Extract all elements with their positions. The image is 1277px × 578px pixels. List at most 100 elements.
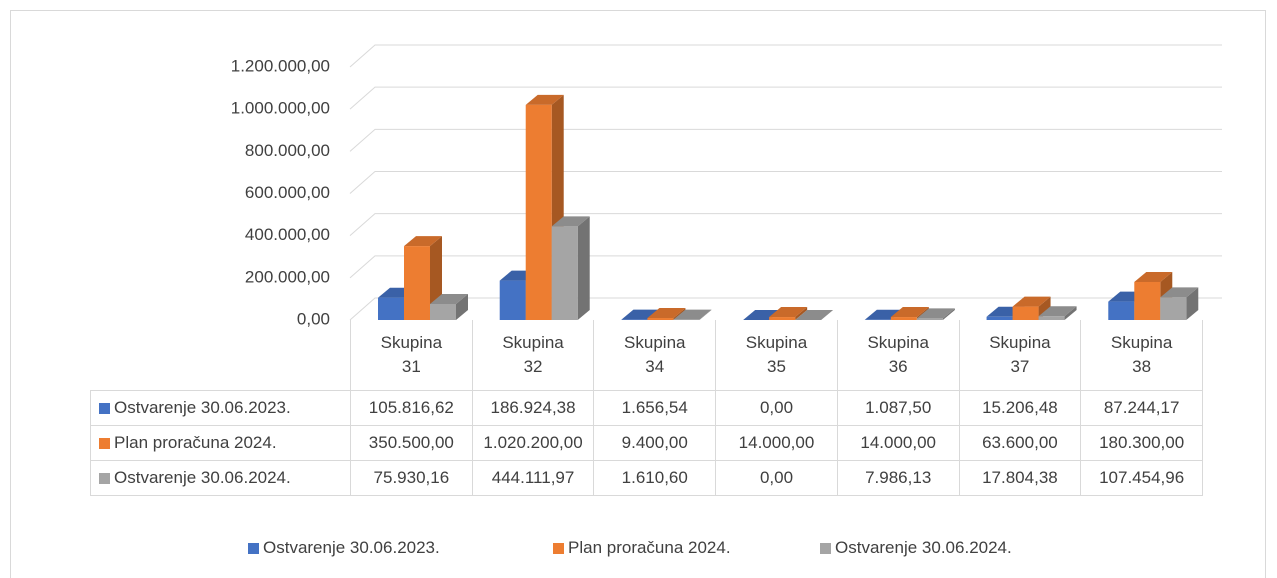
category-label: Skupina 35: [715, 320, 838, 391]
bar: [499, 280, 526, 320]
table-row-label: Ostvarenje 30.06.2024.: [90, 460, 351, 496]
table-value: 107.454,96: [1080, 460, 1203, 496]
bar: [1108, 301, 1135, 320]
bar-top: [916, 308, 955, 319]
table-value: 0,00: [715, 390, 838, 426]
grid-line: [349, 213, 1222, 237]
grid-line: [349, 44, 1222, 68]
legend-item: Ostvarenje 30.06.2023.: [248, 538, 440, 558]
bar-side: [1064, 306, 1077, 320]
table-value: 444.111,97: [471, 460, 595, 496]
table-value: 1.020.200,00: [471, 425, 595, 461]
table-value: 1.087,50: [836, 390, 960, 426]
table-value: 87.244,17: [1080, 390, 1203, 426]
table-value: 75.930,16: [350, 460, 473, 496]
bar-top: [404, 236, 442, 247]
bar: [916, 318, 943, 320]
bar-top: [430, 293, 468, 304]
bar-top: [525, 94, 564, 105]
table-value: 14.000,00: [715, 425, 838, 461]
y-tick-label: 800.000,00: [245, 141, 330, 160]
category-label: Skupina 37: [958, 320, 1082, 391]
bar-top: [890, 307, 929, 318]
category-label: Skupina 38: [1080, 320, 1203, 391]
bar-side: [1186, 287, 1199, 320]
table-value: 9.400,00: [593, 425, 717, 461]
bar: [890, 317, 917, 320]
category-text: Skupina 34: [624, 333, 686, 376]
bar-top: [1160, 287, 1199, 298]
bar: [1038, 316, 1065, 320]
table-value: 186.924,38: [471, 390, 595, 426]
legend-item: Ostvarenje 30.06.2024.: [820, 538, 1012, 558]
table-value: 105.816,62: [350, 390, 473, 426]
table-value: 350.500,00: [350, 425, 473, 461]
bar-top: [1134, 271, 1173, 282]
legend-key: [820, 542, 831, 554]
bar-top: [769, 307, 808, 318]
legend-key: [248, 542, 259, 554]
row-label-text: Ostvarenje 30.06.2023.: [114, 398, 291, 417]
y-tick-label: 200.000,00: [245, 267, 330, 286]
table-value: 7.986,13: [836, 460, 960, 496]
category-text: Skupina 38: [1110, 333, 1173, 376]
y-tick-label: 400.000,00: [245, 225, 330, 244]
legend-key: [99, 437, 110, 449]
bar: [551, 226, 578, 320]
bar-top: [1012, 296, 1051, 307]
bar-top: [795, 310, 834, 320]
bar: [430, 303, 456, 320]
table-row-label: Plan proračuna 2024.: [90, 425, 351, 461]
bar: [647, 318, 674, 320]
bar: [378, 297, 404, 320]
bar: [404, 246, 430, 320]
grid-line: [349, 255, 1222, 279]
table-value: 180.300,00: [1080, 425, 1203, 461]
bar-top: [647, 308, 686, 319]
y-tick-label: 600.000,00: [245, 183, 330, 202]
legend-key: [553, 542, 564, 554]
legend-text: Plan proračuna 2024.: [568, 538, 731, 557]
y-tick-label: 1.200.000,00: [231, 56, 330, 75]
bar-side: [577, 216, 590, 320]
legend-item: Plan proračuna 2024.: [553, 538, 731, 558]
category-text: Skupina 32: [502, 333, 564, 376]
table-value: 1.610,60: [593, 460, 717, 496]
bar-top: [1038, 306, 1077, 317]
bar-side: [456, 293, 468, 320]
bar: [525, 104, 552, 320]
bar-side: [795, 307, 808, 320]
grid-line: [349, 171, 1222, 194]
bar: [986, 316, 1013, 320]
legend-text: Ostvarenje 30.06.2024.: [835, 538, 1012, 557]
category-text: Skupina 35: [745, 333, 808, 376]
category-text: Skupina 37: [989, 333, 1051, 376]
grid-line: [349, 86, 1222, 110]
table-value: 14.000,00: [836, 425, 960, 461]
category-label: Skupina 31: [350, 320, 473, 391]
legend-text: Ostvarenje 30.06.2023.: [263, 538, 440, 557]
table-value: 63.600,00: [958, 425, 1082, 461]
category-text: Skupina 31: [380, 333, 443, 376]
bar: [769, 317, 796, 320]
bar: [1160, 297, 1187, 320]
category-label: Skupina 34: [593, 320, 717, 391]
legend-key: [99, 402, 110, 414]
y-tick-label: 1.000.000,00: [231, 99, 330, 118]
chart-border: [10, 10, 1266, 578]
category-label: Skupina 32: [471, 320, 595, 391]
bar-side: [942, 308, 955, 320]
bar: [1012, 306, 1039, 320]
table-row-label: Ostvarenje 30.06.2023.: [90, 390, 351, 426]
bar-top: [551, 216, 590, 227]
category-text: Skupina 36: [867, 333, 929, 376]
grid-line: [349, 297, 1222, 321]
table-value: 17.804,38: [958, 460, 1082, 496]
legend-key: [99, 472, 110, 484]
y-tick-label: 0,00: [297, 309, 330, 328]
bar-side: [699, 309, 712, 320]
table-value: 15.206,48: [958, 390, 1082, 426]
table-value: 0,00: [715, 460, 838, 496]
